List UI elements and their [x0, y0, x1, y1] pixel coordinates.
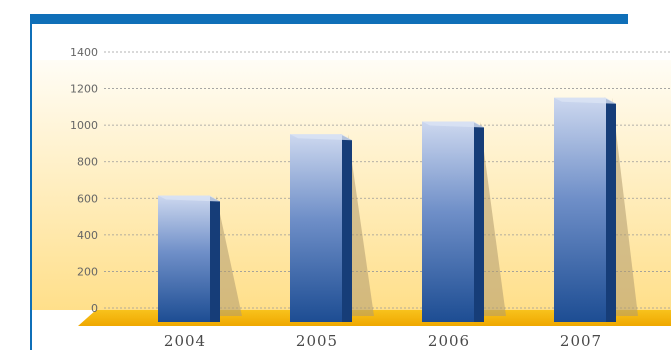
- y-axis-ticks: 0 200 400 600 800 1000 1200 1400: [70, 46, 98, 315]
- bar-side: [604, 97, 616, 322]
- y-tick-label: 200: [77, 265, 98, 278]
- y-tick-label: 1200: [70, 83, 98, 96]
- x-tick-label: 2004: [164, 332, 206, 350]
- bar-shadow: [612, 97, 638, 316]
- bars: [158, 97, 638, 322]
- x-tick-label: 2007: [560, 332, 602, 350]
- bar-shadow: [216, 195, 242, 316]
- frame-left-border: [30, 24, 32, 350]
- bar: [290, 134, 342, 322]
- bar: [554, 97, 606, 322]
- y-tick-label: 1000: [70, 119, 98, 132]
- bar-top: [158, 195, 220, 202]
- bar-top: [422, 121, 484, 128]
- y-tick-label: 600: [77, 192, 98, 205]
- header-bar: [30, 14, 628, 24]
- bar-top: [290, 134, 352, 141]
- y-tick-label: 1400: [70, 46, 98, 59]
- bar: [158, 195, 210, 322]
- bar: [422, 121, 474, 322]
- bar-top: [554, 97, 616, 104]
- y-tick-label: 400: [77, 229, 98, 242]
- bar-side: [208, 195, 220, 322]
- x-axis-labels: 2004 2005 2006 2007: [164, 332, 602, 350]
- bar-side: [340, 134, 352, 322]
- y-tick-label: 800: [77, 156, 98, 169]
- bar-shadow: [480, 121, 506, 316]
- x-tick-label: 2005: [296, 332, 338, 350]
- x-tick-label: 2006: [428, 332, 470, 350]
- bar-shadow: [348, 134, 374, 316]
- y-tick-label: 0: [91, 302, 98, 315]
- bar-side: [472, 121, 484, 322]
